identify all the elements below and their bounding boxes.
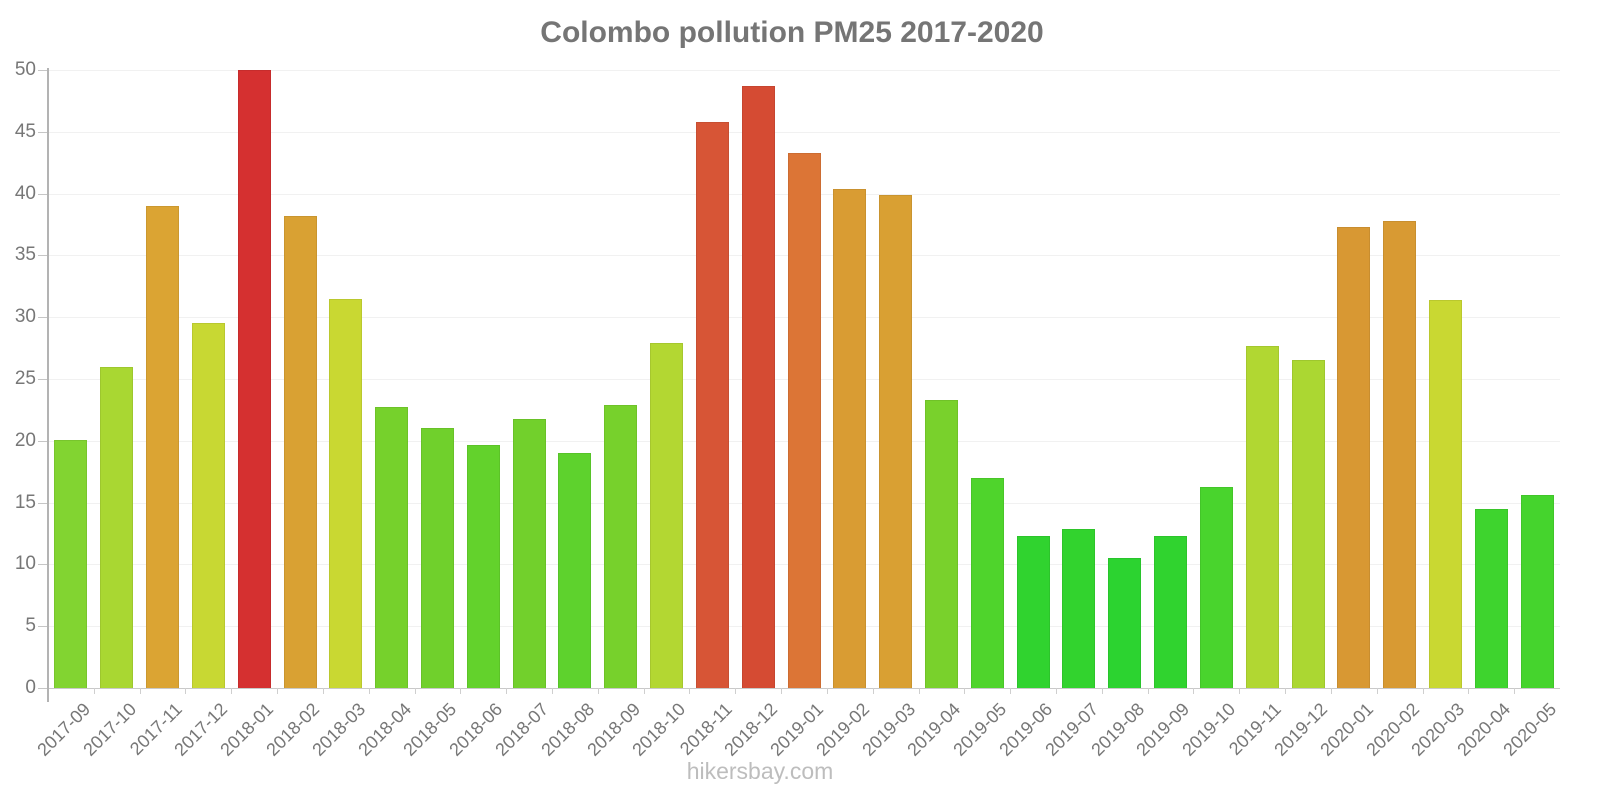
y-axis-tick-45: [38, 131, 48, 133]
bar-2020-03: [1428, 299, 1462, 688]
gridline-50: [48, 70, 1560, 71]
bar-2019-10: [1199, 486, 1233, 688]
y-axis-tick-35: [38, 255, 48, 257]
x-axis-tick-3: [185, 688, 187, 694]
x-axis-tick-9: [460, 688, 462, 694]
bar-2019-12: [1291, 360, 1325, 688]
x-axis-tick-22: [1056, 688, 1057, 694]
y-axis-tick-40: [38, 193, 48, 195]
x-axis-tick-31: [1468, 688, 1470, 694]
x-axis-tick-6: [322, 688, 324, 694]
x-axis-tick-24: [1147, 688, 1149, 694]
bar-2019-05: [970, 477, 1004, 688]
bar-2019-01: [787, 152, 821, 688]
y-axis-tick-label-10: 10: [14, 553, 36, 575]
bar-2018-08: [558, 453, 592, 688]
x-axis-tick-26: [1239, 688, 1241, 694]
x-axis-tick-12: [597, 688, 599, 694]
bar-2020-05: [1520, 495, 1554, 688]
y-axis-tick-label-30: 30: [14, 306, 36, 328]
x-axis-tick-17: [826, 688, 828, 694]
y-axis-line: [47, 68, 49, 702]
x-axis-tick-29: [1376, 688, 1378, 694]
chart-title: Colombo pollution PM25 2017-2020: [540, 16, 1044, 49]
bar-2020-02: [1383, 220, 1417, 688]
x-axis-tick-10: [506, 688, 508, 694]
bar-2018-03: [329, 298, 363, 688]
x-axis-tick-2: [139, 688, 141, 694]
x-axis-tick-16: [781, 688, 783, 694]
x-axis-tick-21: [1010, 688, 1012, 694]
bar-2019-11: [1245, 345, 1279, 688]
bar-2018-05: [420, 428, 454, 688]
y-axis-tick-label-35: 35: [14, 244, 36, 266]
bar-2020-04: [1474, 508, 1508, 688]
x-axis-tick-5: [277, 688, 279, 694]
y-axis-tick-10: [38, 564, 48, 566]
x-axis-tick-27: [1285, 688, 1287, 694]
x-axis-tick-28: [1330, 688, 1332, 694]
watermark-link[interactable]: hikersbay.com: [686, 758, 834, 784]
y-axis-tick-5: [38, 626, 48, 628]
y-axis-tick-label-50: 50: [14, 59, 36, 80]
bar-2018-01: [237, 70, 271, 688]
x-axis-baseline: [48, 688, 1560, 689]
y-axis-tick-label-20: 20: [14, 429, 36, 451]
bar-2018-12: [741, 86, 775, 688]
y-axis-tick-label-15: 15: [14, 491, 36, 513]
x-axis-tick-4: [231, 688, 233, 694]
bar-2017-09: [54, 439, 88, 688]
x-axis-tick-19: [918, 688, 920, 694]
y-axis-tick-label-45: 45: [14, 120, 36, 142]
bar-2019-08: [1108, 558, 1142, 688]
x-axis-tick-14: [689, 688, 691, 694]
bar-2017-10: [100, 366, 134, 688]
x-axis-tick-8: [414, 688, 416, 694]
y-axis-tick-label-0: 0: [25, 677, 36, 698]
x-axis-tick-32: [1514, 688, 1516, 694]
x-axis-tick-25: [1193, 688, 1195, 694]
x-axis-tick-7: [368, 688, 370, 694]
bar-2018-07: [512, 418, 546, 688]
bar-2019-09: [1154, 535, 1188, 688]
x-axis-tick-15: [735, 688, 737, 694]
y-axis-tick-label-25: 25: [14, 368, 36, 389]
x-axis-tick-1: [93, 688, 95, 694]
y-axis-tick-label-5: 5: [25, 615, 36, 637]
bar-2019-06: [1016, 535, 1050, 688]
y-axis-tick-50: [38, 70, 48, 71]
bar-2017-12: [191, 323, 225, 688]
bar-2019-03: [879, 194, 913, 688]
y-axis-tick-30: [38, 317, 48, 319]
x-axis-tick-23: [1101, 688, 1103, 694]
x-axis-tick-30: [1422, 688, 1424, 694]
bar-2018-06: [466, 444, 500, 688]
x-axis-tick-18: [872, 688, 874, 694]
y-axis-tick-20: [38, 440, 48, 442]
gridline-45: [48, 131, 1560, 133]
bar-2019-02: [833, 188, 867, 688]
bar-2018-09: [604, 404, 638, 688]
bar-2019-07: [1062, 528, 1096, 688]
bar-2018-02: [283, 215, 317, 688]
y-axis-tick-0: [38, 688, 48, 689]
bar-2018-11: [695, 121, 729, 688]
bar-2020-01: [1337, 226, 1371, 688]
bar-2018-10: [650, 343, 684, 688]
bar-2019-04: [924, 400, 958, 688]
y-axis-tick-label-40: 40: [14, 182, 36, 204]
bar-2018-04: [375, 407, 409, 688]
x-axis-tick-13: [643, 688, 645, 694]
x-axis-tick-20: [964, 688, 966, 694]
bar-2017-11: [146, 205, 180, 688]
x-axis-tick-11: [552, 688, 553, 694]
y-axis-tick-25: [38, 379, 48, 380]
y-axis-tick-15: [38, 502, 48, 504]
